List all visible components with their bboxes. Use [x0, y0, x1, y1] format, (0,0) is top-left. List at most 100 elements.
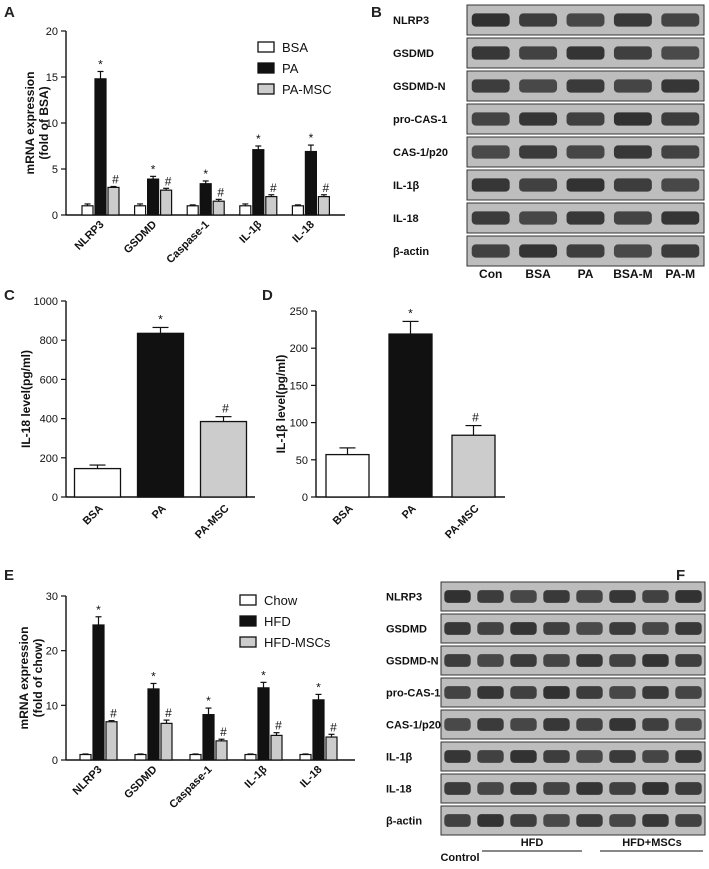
b-band — [471, 79, 510, 93]
western-blot-b: NLRP3 GSDMD GSDMD-N pro-CAS-1 CAS-1/p20 IL-1β… — [393, 4, 705, 281]
b-band — [566, 145, 605, 159]
bar — [317, 196, 330, 216]
b-band — [661, 178, 700, 192]
b-band — [566, 211, 605, 225]
y-tick-label: 150 — [290, 380, 308, 392]
f-row-label: pro-CAS-1 — [386, 688, 440, 700]
y-axis-label: mRNA expression — [23, 72, 37, 175]
b-band — [566, 13, 605, 27]
b-row-label: IL-1β — [393, 180, 420, 192]
f-band — [675, 782, 702, 795]
b-band — [661, 79, 700, 93]
b-lane-label: PA-M — [665, 267, 695, 281]
f-band — [642, 718, 669, 731]
panel-letter-f: F — [676, 567, 685, 584]
bar — [388, 333, 433, 498]
b-band — [471, 211, 510, 225]
b-band — [661, 145, 700, 159]
bar — [94, 78, 107, 216]
y-axis-label: mRNA expression — [17, 627, 31, 730]
f-band — [543, 590, 570, 603]
significance-mark: * — [256, 132, 261, 146]
b-band — [566, 244, 605, 258]
f-band — [444, 718, 471, 731]
x-category-label: Caspase-1 — [164, 219, 211, 266]
b-band — [471, 13, 510, 27]
y-tick-label: 200 — [40, 453, 58, 465]
b-band — [661, 244, 700, 258]
x-category-label: PA-MSC — [443, 503, 482, 542]
f-band — [609, 654, 636, 667]
b-band — [613, 112, 652, 126]
significance-mark: # — [165, 706, 172, 720]
y-tick-label: 600 — [40, 374, 58, 386]
western-blot-f: NLRP3 GSDMD GSDMD-N pro-CAS-1 CAS-1/p20 IL-1β… — [386, 581, 706, 864]
x-category-label: GSDMD — [122, 219, 159, 256]
legend-label: HFD-MSCs — [264, 635, 331, 650]
b-band — [519, 244, 558, 258]
x-category-label: NLRP3 — [73, 219, 107, 253]
y-tick-label: 10 — [46, 700, 58, 712]
legend-swatch — [257, 83, 275, 95]
bar — [199, 183, 212, 216]
significance-mark: * — [151, 162, 156, 176]
x-category-label: IL-1β — [243, 763, 270, 790]
f-group-label-hfd-mscs: HFD+MSCs — [622, 837, 682, 849]
chart-a: 0 5 10 15 20 mRNA expression (fold of BSA) * # NL… — [23, 26, 345, 266]
b-band — [613, 244, 652, 258]
y-tick-label: 0 — [52, 492, 58, 504]
significance-mark: * — [158, 312, 163, 326]
f-band — [444, 814, 471, 827]
bar — [215, 740, 228, 761]
f-band — [675, 622, 702, 635]
bar — [160, 189, 173, 216]
f-band — [543, 654, 570, 667]
f-band — [543, 622, 570, 635]
bar — [202, 714, 215, 761]
f-band — [675, 654, 702, 667]
f-group-label-control: Control — [440, 852, 479, 864]
x-category-label: Caspase-1 — [167, 764, 214, 811]
f-band — [609, 782, 636, 795]
f-band — [609, 686, 636, 699]
legend-label: BSA — [282, 40, 308, 55]
f-band — [444, 622, 471, 635]
significance-mark: * — [408, 306, 413, 320]
f-band — [609, 814, 636, 827]
f-band — [642, 590, 669, 603]
f-band — [675, 590, 702, 603]
b-lane-label: PA — [578, 267, 594, 281]
b-lane-label: BSA — [525, 267, 551, 281]
bar — [134, 753, 147, 761]
bar — [186, 205, 199, 216]
significance-mark: * — [203, 167, 208, 181]
bar — [265, 196, 278, 216]
panel-letter-d: D — [262, 287, 273, 304]
f-band — [510, 782, 537, 795]
legend-swatch — [239, 594, 257, 606]
f-band — [576, 718, 603, 731]
significance-mark: # — [472, 411, 479, 425]
bar — [81, 205, 94, 216]
bar — [270, 734, 283, 761]
f-band — [510, 750, 537, 763]
f-band — [609, 590, 636, 603]
f-band — [444, 590, 471, 603]
x-category-label: PA — [150, 503, 169, 522]
y-tick-label: 1000 — [34, 296, 58, 308]
legend-label: HFD — [264, 614, 291, 629]
b-band — [519, 13, 558, 27]
legend-label: Chow — [264, 593, 298, 608]
f-band — [642, 814, 669, 827]
significance-mark: * — [98, 57, 103, 71]
b-row-label: pro-CAS-1 — [393, 114, 447, 126]
significance-mark: # — [217, 185, 224, 199]
f-row-label: β-actin — [386, 816, 422, 828]
b-band — [471, 244, 510, 258]
f-band — [576, 750, 603, 763]
significance-mark: * — [261, 668, 266, 682]
y-tick-label: 20 — [46, 26, 58, 38]
x-category-label: PA — [400, 503, 419, 522]
b-lane-label: BSA-M — [613, 267, 652, 281]
